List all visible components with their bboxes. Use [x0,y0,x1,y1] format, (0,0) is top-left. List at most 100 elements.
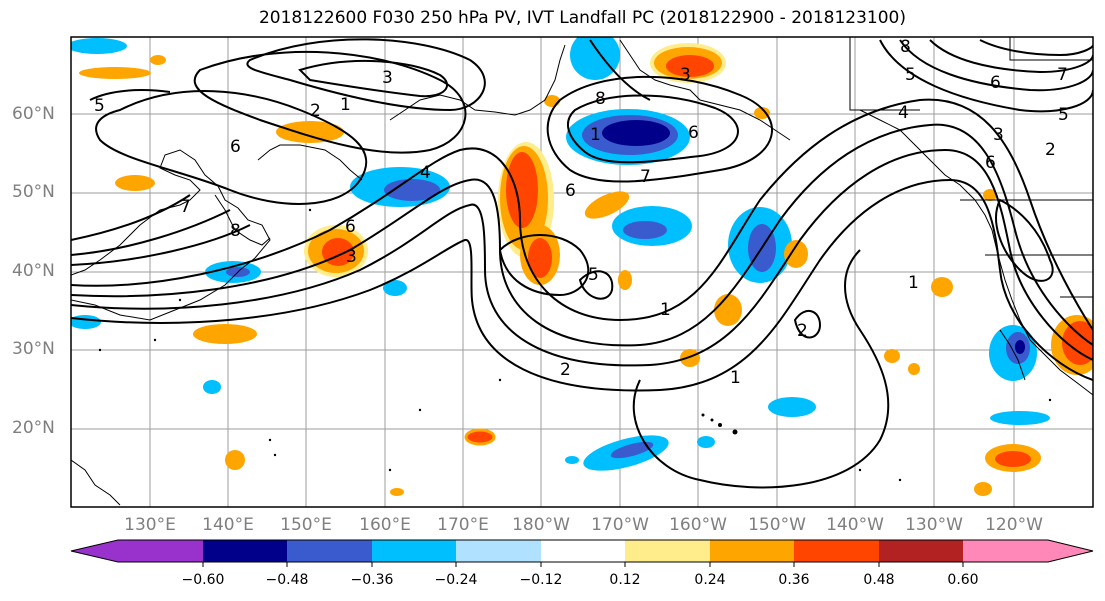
colorbar-tick-label: 0.48 [863,572,895,588]
contour-label: 6 [565,181,576,201]
colorbar-swatch [710,540,794,562]
longitude-label: 170°E [437,515,489,535]
negative-anomaly-region [71,315,101,329]
colorbar-swatch [203,540,287,562]
positive-anomaly-region [584,191,630,219]
contour-label: 3 [346,247,357,267]
contour-label: 1 [908,273,919,293]
positive-anomaly-region [79,67,151,79]
contour-label: 5 [94,96,105,116]
positive-anomaly-region [974,482,992,496]
negative-anomaly-region [205,261,261,283]
longitude-label: 160°E [359,515,411,535]
positive-anomaly-region [115,175,155,191]
colorbar-swatch [372,540,456,562]
positive-anomaly-region [931,277,953,297]
latitude-label: 50°N [12,182,55,202]
colorbar-swatch [456,540,541,562]
contour-label: 3 [993,125,1004,145]
colorbar-swatch [879,540,963,562]
plot-frame [70,36,1094,508]
contour-label: 1 [660,300,671,320]
colorbar-swatch [794,540,879,562]
longitude-label: 180°W [512,515,570,535]
contour-label: 2 [797,321,808,341]
negative-anomaly-region [565,456,579,464]
colorbar-tick-label: −0.36 [350,572,394,588]
latitude-label: 20°N [12,418,55,438]
colorbar-tick-label: 0.24 [694,572,726,588]
contour-label: 6 [345,217,356,237]
positive-anomaly-region [884,349,900,363]
positive-anomaly-region [276,121,344,143]
longitude-label: 120°W [985,515,1043,535]
positive-anomaly-region [650,43,726,83]
contour-label: 5 [1058,105,1069,125]
positive-anomaly-region [985,444,1041,472]
longitude-label: 150°E [280,515,332,535]
contour-label: 3 [382,68,393,88]
negative-anomaly-region [566,109,690,165]
contour-label: 8 [900,37,911,57]
longitude-label: 150°W [748,515,806,535]
longitude-label: 140°W [826,515,884,535]
coastlines [71,37,1093,506]
negative-anomaly-region [583,435,669,471]
contour-label: 6 [985,153,996,173]
longitude-label: 130°W [905,515,963,535]
latitude-label: 30°N [12,339,55,359]
colorbar-swatch [541,540,625,562]
negative-anomaly-region [612,206,692,246]
latitude-label: 40°N [12,261,55,281]
contour-labels: 5 1 2 3 6 7 8 4 6 3 6 5 1 8 7 3 6 1 1 2 … [94,37,1069,388]
longitude-label: 170°W [591,515,649,535]
colorbar-tick-label: −0.48 [265,572,309,588]
contour-label: 1 [730,368,741,388]
negative-anomaly-region [383,280,407,296]
colorbar-tick-label: −0.24 [434,572,478,588]
contour-label: 7 [1057,65,1068,85]
colorbar [70,539,1094,567]
positive-anomaly-region [390,488,404,496]
colorbar-tick-label: 0.36 [778,572,810,588]
positive-anomaly-region [983,189,997,201]
contour-label: 2 [310,101,321,121]
positive-anomaly-region [1051,315,1093,375]
positive-anomaly-region [714,294,742,326]
contour-label: 1 [340,95,351,115]
positive-anomaly-region [618,270,632,290]
negative-anomaly-region [990,411,1050,425]
positive-anomaly-region [754,107,770,119]
positive-anomaly-region [464,428,496,446]
positive-anomaly-region [304,225,368,277]
contour-label: 8 [595,89,606,109]
pv-shading [71,37,1093,496]
colorbar-swatch [287,540,372,562]
positive-anomaly-region [150,55,166,65]
positive-anomaly-region [193,324,257,344]
negative-anomaly-region [203,380,221,394]
contour-label: 7 [180,197,191,217]
contour-label: 4 [420,163,431,183]
positive-anomaly-region [225,450,245,470]
negative-anomaly-region [350,167,450,207]
colorbar-tick-label: −0.60 [181,572,225,588]
colorbar-tick-label: 0.12 [609,572,641,588]
longitude-label: 140°E [202,515,254,535]
contour-label: 3 [680,65,691,85]
contour-label: 1 [590,125,601,145]
contour-label: 7 [640,167,651,187]
contour-label: 2 [560,360,571,380]
latitude-label: 60°N [12,104,55,124]
colorbar-swatch [71,540,203,562]
longitude-label: 160°W [669,515,727,535]
contour-label: 8 [230,221,241,241]
negative-anomaly-region [570,37,620,80]
map-title: 2018122600 F030 250 hPa PV, IVT Landfall… [258,8,906,28]
contour-label: 6 [230,137,241,157]
longitude-label: 130°E [124,515,176,535]
colorbar-swatch [625,540,710,562]
negative-anomaly-region [768,397,816,417]
positive-anomaly-region [680,349,700,367]
